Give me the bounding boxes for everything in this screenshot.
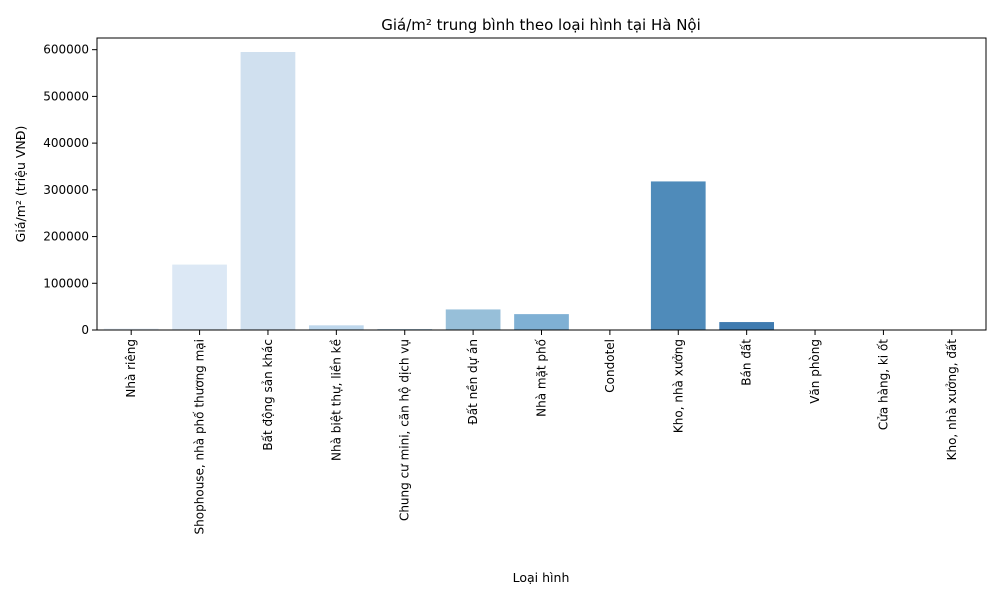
x-tick-label-11: Cửa hàng, ki ốt — [876, 339, 890, 430]
bar-5 — [445, 309, 501, 330]
x-tick-label-6: Nhà mặt phố — [535, 338, 549, 417]
x-tick-label-1: Shophouse, nhà phố thương mại — [193, 339, 207, 534]
y-tick-label-2: 200000 — [43, 230, 89, 244]
bar-8 — [650, 181, 706, 330]
y-tick-label-0: 0 — [81, 323, 89, 337]
x-tick-label-9: Bán đất — [740, 339, 754, 386]
x-tick-label-7: Condotel — [603, 339, 617, 393]
y-axis-ticks: 0 100000 200000 300000 400000 500000 600000 — [43, 43, 97, 337]
bar-6 — [514, 314, 569, 330]
x-tick-label-12: Kho, nhà xưởng, đất — [945, 339, 959, 461]
x-tick-label-3: Nhà biệt thự, liền kề — [329, 339, 343, 461]
chart-title: Giá/m² trung bình theo loại hình tại Hà … — [381, 16, 701, 34]
plot-area-frame — [96, 37, 987, 331]
x-tick-label-4: Chung cư mini, căn hộ dịch vụ — [398, 339, 412, 521]
y-axis-title: Giá/m² (triệu VNĐ) — [13, 126, 28, 243]
bars-group — [103, 52, 980, 331]
y-tick-label-5: 500000 — [43, 89, 89, 103]
x-tick-label-8: Kho, nhà xưởng — [671, 339, 685, 433]
y-tick-label-3: 300000 — [43, 183, 89, 197]
bar-0 — [103, 328, 159, 330]
x-tick-label-0: Nhà riêng — [124, 339, 138, 398]
x-axis-ticks: Nhà riêng Shophouse, nhà phố thương mại Bấ… — [124, 330, 959, 534]
x-tick-label-2: Bất động sản khác — [261, 339, 275, 451]
bar-1 — [172, 264, 227, 330]
x-axis-title: Loại hình — [513, 570, 570, 585]
y-tick-label-1: 100000 — [43, 276, 89, 290]
y-tick-label-4: 400000 — [43, 136, 89, 150]
y-tick-label-6: 600000 — [43, 43, 89, 57]
bar-9 — [719, 322, 775, 330]
x-tick-label-5: Đất nền dự án — [466, 339, 480, 425]
bar-2 — [240, 52, 296, 331]
bar-3 — [308, 325, 364, 330]
x-tick-label-10: Văn phòng — [808, 339, 822, 404]
